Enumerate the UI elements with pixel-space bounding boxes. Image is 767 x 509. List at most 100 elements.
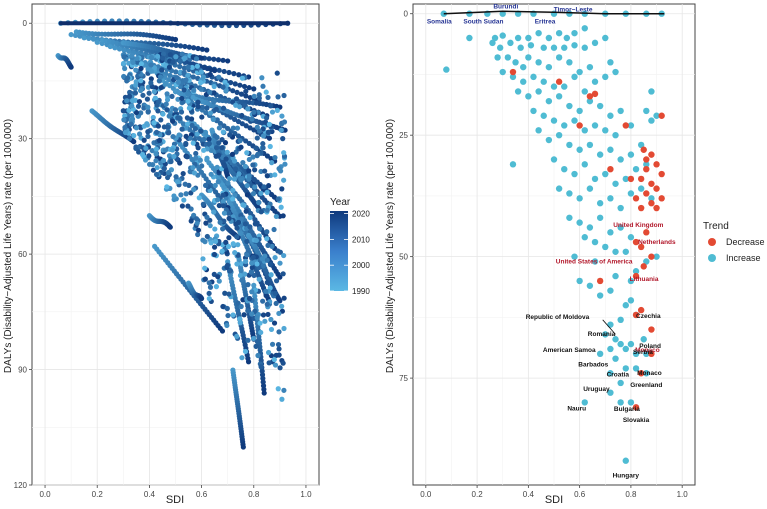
trajectory-point	[234, 234, 240, 240]
trajectory-point	[240, 444, 246, 450]
trajectory-point	[260, 298, 266, 304]
trajectory-point	[126, 107, 132, 114]
decrease-point	[653, 185, 660, 192]
increase-point	[643, 161, 650, 168]
trajectory-point	[166, 130, 172, 136]
trajectory-point	[198, 69, 204, 75]
trajectory-point	[236, 72, 242, 78]
trajectory-point	[271, 356, 277, 363]
trajectory-point	[220, 57, 226, 63]
trajectory-point	[166, 64, 173, 70]
trajectory-point	[235, 242, 241, 248]
increase-point	[607, 229, 614, 236]
trajectory-point	[211, 244, 218, 250]
increase-point	[607, 287, 614, 294]
trajectory-point	[231, 116, 238, 122]
trajectory-point	[232, 250, 238, 256]
trajectory-point	[212, 238, 219, 244]
trajectory-point	[253, 145, 259, 151]
trajectory-point	[107, 43, 113, 50]
trajectory-point	[186, 105, 193, 111]
trajectory-point	[204, 233, 210, 240]
trajectory-point	[260, 133, 267, 139]
trajectory-point	[213, 106, 219, 112]
trajectory-point	[190, 165, 196, 171]
trajectory-point	[155, 123, 161, 129]
trajectory-point	[174, 74, 180, 81]
trajectory-point	[169, 93, 175, 99]
trajectory-point	[239, 121, 245, 127]
country-label: Greenland	[630, 382, 662, 389]
increase-point	[607, 389, 614, 396]
increase-point	[514, 88, 522, 95]
trajectory-point	[125, 75, 131, 81]
trajectory-point	[227, 267, 234, 274]
trajectory-point	[167, 82, 173, 89]
trajectory-point	[254, 124, 260, 130]
country-label: Bulgaria	[614, 406, 640, 413]
increase-point	[612, 248, 619, 255]
trajectory-point	[239, 277, 245, 283]
trajectory-point	[236, 171, 242, 177]
trajectory-point	[242, 221, 249, 227]
trajectory-point	[206, 290, 212, 297]
trajectory-point	[271, 226, 277, 233]
trajectory-point	[274, 70, 280, 76]
trajectory-point	[266, 360, 272, 366]
trajectory-point	[207, 110, 214, 116]
trajectory-point	[216, 140, 222, 146]
trajectory-point	[242, 271, 248, 277]
decrease-point	[622, 122, 629, 129]
trajectory-point	[219, 328, 226, 334]
trajectory-point	[271, 320, 278, 326]
trajectory-point	[153, 146, 159, 152]
trajectory-point	[254, 261, 260, 267]
decrease-point	[632, 272, 640, 280]
increase-point	[581, 127, 588, 134]
left-y-tick-label: 120	[14, 481, 28, 490]
trajectory-point	[230, 88, 236, 94]
trajectory-point	[215, 179, 221, 185]
trajectory-point	[145, 133, 151, 139]
left-x-tick-label: 1.0	[300, 490, 312, 499]
trajectory-point	[166, 113, 173, 119]
trajectory-point	[282, 161, 288, 167]
left-y-tick-label: 90	[18, 366, 27, 375]
decrease-point	[607, 165, 614, 173]
trajectory-point	[165, 169, 172, 176]
trajectory-point	[216, 74, 222, 80]
trajectory-point	[199, 104, 206, 110]
left-y-tick-label: 60	[18, 250, 27, 259]
trajectory-point	[130, 59, 136, 66]
trajectory-point	[220, 198, 226, 204]
trajectory-point	[249, 289, 255, 295]
year-tick-label: 2000	[352, 261, 370, 270]
trajectory-point	[275, 386, 281, 392]
trajectory-point	[195, 104, 201, 110]
trajectory-point	[159, 67, 165, 73]
trajectory-point	[250, 335, 257, 342]
trajectory-point	[248, 269, 255, 275]
country-label: Croatia	[607, 371, 630, 378]
trajectory-point	[126, 135, 133, 142]
increase-point	[612, 68, 619, 76]
trajectory-point	[253, 100, 260, 106]
trajectory-point	[280, 360, 286, 366]
trajectory-point	[224, 322, 230, 329]
trajectory-point	[204, 214, 210, 220]
trajectory-point	[226, 291, 232, 297]
country-label: Eritrea	[535, 19, 556, 26]
trajectory-point	[187, 135, 193, 141]
trajectory-point	[202, 129, 209, 135]
trajectory-point	[265, 94, 271, 101]
trajectory-point	[188, 218, 194, 224]
increase-point	[617, 340, 624, 348]
trajectory-point	[220, 203, 227, 209]
trajectory-point	[244, 150, 250, 156]
increase-point	[514, 34, 522, 42]
trajectory-point	[267, 261, 273, 268]
increase-point	[561, 122, 568, 129]
trajectory-point	[181, 87, 187, 93]
trajectory-point	[268, 316, 274, 323]
increase-point	[622, 302, 629, 309]
